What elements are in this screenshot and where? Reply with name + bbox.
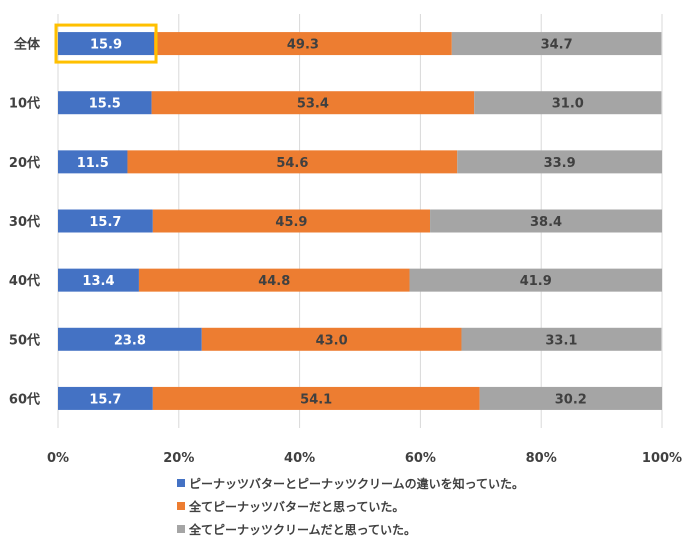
bar-segment bbox=[152, 209, 431, 233]
value-axis: 0% 20% 40% 60% 80% 100% bbox=[47, 451, 682, 466]
bar-segment bbox=[58, 386, 153, 410]
x-tick-label: 0% bbox=[47, 451, 69, 466]
data-label: 33.9 bbox=[544, 156, 576, 171]
data-label: 15.7 bbox=[89, 392, 121, 407]
category-label: 20代 bbox=[9, 155, 40, 171]
legend-entry: 全てピーナッツクリームだと思っていた。 bbox=[188, 522, 416, 537]
bar-segment bbox=[409, 268, 662, 292]
data-label: 53.4 bbox=[297, 97, 329, 112]
bar-segment bbox=[152, 386, 480, 410]
bar-segment bbox=[151, 91, 475, 115]
bar-segment bbox=[457, 150, 662, 174]
bar-segment bbox=[154, 32, 452, 56]
bar-segment bbox=[201, 327, 462, 351]
data-labels: 15.9 49.3 34.7 15.5 53.4 31.0 11.5 54.6 33.9 15.7… bbox=[77, 38, 587, 408]
legend-entry: ピーナッツバターとピーナッツクリームの違いを知っていた。 bbox=[189, 476, 524, 491]
category-label: 全体 bbox=[13, 37, 41, 53]
bar-segment bbox=[451, 32, 662, 56]
legend-swatch bbox=[177, 525, 185, 533]
data-label: 34.7 bbox=[541, 38, 573, 53]
highlight bbox=[54, 23, 158, 64]
bar-segment bbox=[474, 91, 662, 115]
data-label: 31.0 bbox=[552, 97, 584, 112]
legend: ピーナッツバターとピーナッツクリームの違いを知っていた。全てピーナッツバターだと… bbox=[177, 476, 524, 537]
data-label: 38.4 bbox=[530, 215, 562, 230]
data-label: 33.1 bbox=[545, 333, 577, 348]
data-label: 44.8 bbox=[258, 274, 290, 289]
category-label: 40代 bbox=[9, 273, 40, 289]
x-tick-label: 20% bbox=[163, 451, 194, 466]
data-label: 49.3 bbox=[287, 38, 319, 53]
category-axis: 全体 10代 20代 30代 40代 50代 60代 bbox=[9, 37, 41, 408]
data-label: 43.0 bbox=[316, 333, 348, 348]
x-tick-label: 100% bbox=[642, 451, 682, 466]
bar-segment bbox=[461, 327, 662, 351]
category-label: 60代 bbox=[9, 391, 40, 407]
data-label: 13.4 bbox=[82, 274, 114, 289]
data-label: 54.6 bbox=[276, 156, 308, 171]
bar-segment bbox=[58, 150, 128, 174]
data-label: 15.7 bbox=[89, 215, 121, 230]
category-label: 10代 bbox=[9, 96, 40, 112]
legend-swatch bbox=[177, 502, 185, 510]
data-label: 30.2 bbox=[555, 392, 587, 407]
data-label: 45.9 bbox=[275, 215, 307, 230]
x-tick-label: 40% bbox=[284, 451, 315, 466]
data-label: 15.9 bbox=[90, 38, 122, 53]
highlight-box bbox=[54, 23, 158, 64]
bar-segment bbox=[58, 32, 155, 56]
bar-segment bbox=[58, 91, 152, 115]
bar-segment bbox=[138, 268, 410, 292]
bar-segment bbox=[479, 386, 662, 410]
bar-segment bbox=[58, 209, 153, 233]
category-label: 30代 bbox=[9, 214, 40, 230]
x-tick-label: 60% bbox=[405, 451, 436, 466]
bars bbox=[58, 32, 662, 410]
category-label: 50代 bbox=[9, 332, 40, 348]
data-label: 15.5 bbox=[89, 97, 121, 112]
data-label: 11.5 bbox=[77, 156, 109, 171]
legend-swatch bbox=[177, 479, 185, 487]
bar-segment bbox=[58, 327, 202, 351]
bar-segment bbox=[58, 268, 139, 292]
bar-segment bbox=[430, 209, 662, 233]
bar-segment bbox=[127, 150, 458, 174]
x-tick-label: 80% bbox=[526, 451, 557, 466]
data-label: 41.9 bbox=[520, 274, 552, 289]
data-label: 54.1 bbox=[300, 392, 332, 407]
legend-entry: 全てピーナッツバターだと思っていた。 bbox=[188, 499, 404, 514]
data-label: 23.8 bbox=[114, 333, 146, 348]
